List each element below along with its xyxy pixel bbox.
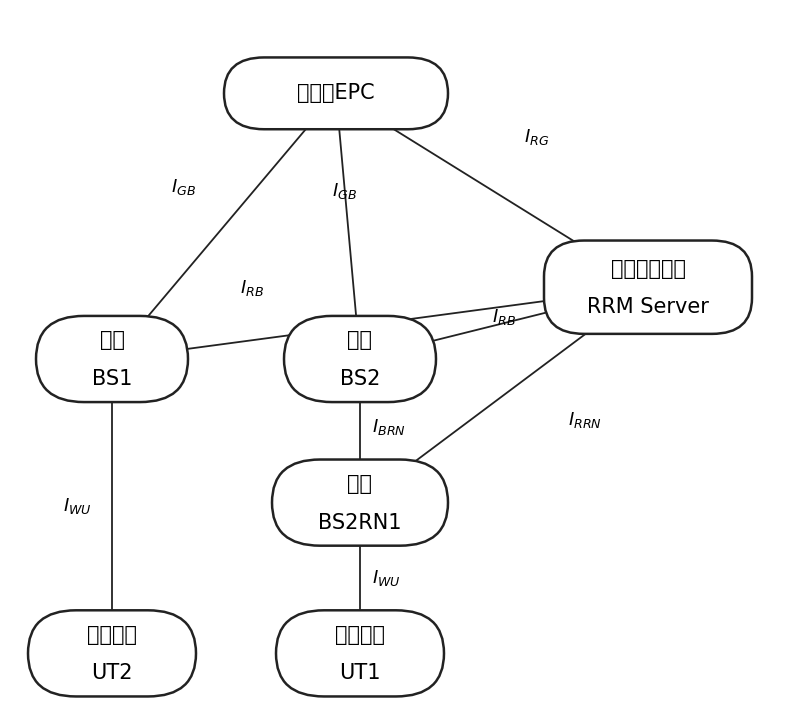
Text: 核心网EPC: 核心网EPC	[297, 83, 375, 103]
FancyBboxPatch shape	[224, 57, 448, 129]
FancyBboxPatch shape	[544, 241, 752, 334]
Text: 中继: 中继	[347, 474, 373, 494]
Text: 基站: 基站	[99, 330, 125, 350]
FancyBboxPatch shape	[272, 460, 448, 546]
Text: UT2: UT2	[91, 663, 133, 684]
Text: I$_{RRN}$: I$_{RRN}$	[568, 410, 602, 430]
Text: 无线资源管理: 无线资源管理	[610, 258, 686, 279]
Text: I$_{WU}$: I$_{WU}$	[63, 496, 92, 516]
Text: BS1: BS1	[92, 369, 132, 389]
Text: I$_{RB}$: I$_{RB}$	[240, 278, 264, 298]
Text: 移动终端: 移动终端	[87, 625, 137, 645]
Text: I$_{WU}$: I$_{WU}$	[372, 568, 401, 588]
Text: BS2RN1: BS2RN1	[318, 513, 402, 533]
Text: I$_{GB}$: I$_{GB}$	[332, 181, 357, 201]
FancyBboxPatch shape	[28, 610, 196, 696]
Text: 基站: 基站	[347, 330, 373, 350]
Text: RRM Server: RRM Server	[587, 297, 709, 317]
FancyBboxPatch shape	[36, 316, 188, 402]
Text: UT1: UT1	[339, 663, 381, 684]
Text: I$_{RG}$: I$_{RG}$	[524, 127, 550, 147]
FancyBboxPatch shape	[276, 610, 444, 696]
FancyBboxPatch shape	[284, 316, 436, 402]
Text: I$_{RB}$: I$_{RB}$	[492, 307, 516, 327]
Text: BS2: BS2	[340, 369, 380, 389]
Text: I$_{BRN}$: I$_{BRN}$	[372, 417, 406, 437]
Text: I$_{GB}$: I$_{GB}$	[171, 177, 196, 197]
Text: 移动终端: 移动终端	[335, 625, 385, 645]
